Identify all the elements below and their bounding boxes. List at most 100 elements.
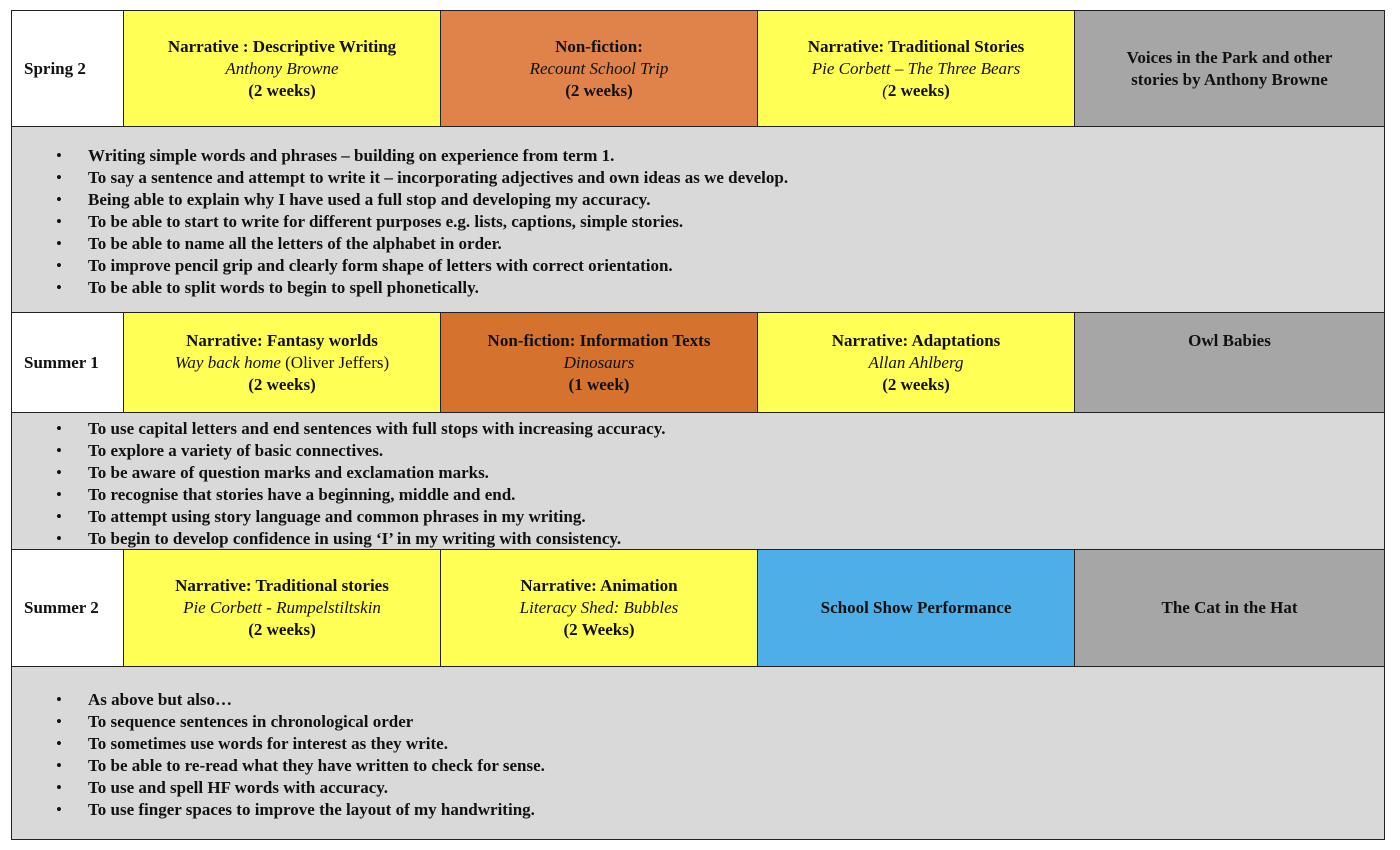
- unit-line: (2 weeks): [882, 374, 950, 396]
- unit-cell: School Show Performance: [758, 550, 1075, 666]
- unit-cell: Narrative: Adaptations Allan Ahlberg (2 we…: [758, 313, 1075, 412]
- unit-line: Narrative: Adaptations: [832, 330, 1001, 352]
- objective-item: To use capital letters and end sentences…: [56, 418, 1384, 440]
- unit-text: Narrative: Animation: [520, 576, 678, 595]
- objective-item: To be aware of question marks and exclam…: [56, 462, 1384, 484]
- unit-cell: Narrative : Descriptive Writing Anthony B…: [124, 11, 441, 126]
- unit-text: Non-fiction:: [555, 36, 643, 56]
- unit-cell: The Cat in the Hat: [1075, 550, 1384, 666]
- unit-line: (2 weeks): [565, 80, 633, 102]
- unit-cell: Owl Babies: [1075, 313, 1384, 412]
- term-row: Spring 2 Narrative : Descriptive Writing A…: [12, 11, 1384, 127]
- unit-line: Owl Babies: [1188, 330, 1271, 352]
- unit-line: Anthony Browne: [225, 58, 338, 80]
- unit-text: The Cat in the Hat: [1161, 598, 1298, 617]
- unit-text: Narrative : Descriptive Writing: [167, 36, 397, 56]
- unit-line: (2 weeks): [248, 374, 316, 396]
- unit-text: Allan Ahlberg: [868, 352, 964, 372]
- unit-line: Non-fiction:: [555, 36, 643, 58]
- unit-text: stories by Anthony Browne: [1131, 69, 1328, 89]
- unit-text: Anthony Browne: [225, 58, 339, 78]
- unit-text: (2 weeks): [565, 80, 633, 100]
- term-label: Spring 2: [12, 11, 124, 126]
- unit-line: Voices in the Park and other: [1127, 47, 1333, 69]
- unit-text: Pie Corbett - Rumpelstiltskin: [183, 598, 381, 617]
- unit-line: Narrative: Traditional stories: [175, 575, 389, 597]
- unit-line: Narrative: Fantasy worlds: [186, 330, 378, 352]
- unit-text: Literacy Shed: Bubbles: [519, 598, 679, 617]
- unit-text: Narrative: Traditional stories: [175, 576, 389, 595]
- objective-item: To attempt using story language and comm…: [56, 506, 1384, 528]
- unit-cell: Voices in the Park and other stories by A…: [1075, 11, 1384, 126]
- unit-text: School Show Performance: [820, 598, 1012, 617]
- unit-line: Narrative : Descriptive Writing: [168, 36, 396, 58]
- unit-text: Voices in the Park and other: [1126, 47, 1333, 67]
- unit-line: Narrative: Traditional Stories: [808, 36, 1025, 58]
- objective-item: To be able to name all the letters of th…: [56, 233, 1384, 255]
- curriculum-table: Spring 2 Narrative : Descriptive Writing A…: [11, 10, 1385, 840]
- term-row: Summer 2 Narrative: Traditional stories Pi…: [12, 550, 1384, 667]
- unit-cell: Narrative: Animation Literacy Shed: Bubbl…: [441, 550, 758, 666]
- unit-cell: Non-fiction: Recount School Trip (2 weeks): [441, 11, 758, 126]
- objectives-list: Writing simple words and phrases – build…: [12, 145, 1384, 299]
- term-label: Summer 1: [12, 313, 124, 412]
- objectives-list: To use capital letters and end sentences…: [12, 418, 1384, 550]
- unit-text: Owl Babies: [1188, 331, 1271, 350]
- term-label: Summer 2: [12, 550, 124, 666]
- objective-item: To recognise that stories have a beginni…: [56, 484, 1384, 506]
- unit-text: Pie Corbett – The Three Bears: [811, 58, 1021, 78]
- unit-cell: Narrative: Fantasy worlds Way back home (…: [124, 313, 441, 412]
- unit-line: The Cat in the Hat: [1162, 597, 1298, 619]
- unit-line: School Show Performance: [821, 597, 1012, 619]
- objective-item: To say a sentence and attempt to write i…: [56, 167, 1384, 189]
- unit-text: Narrative: Traditional Stories: [807, 36, 1025, 56]
- unit-text: (2 weeks): [248, 80, 316, 100]
- unit-text: (2 weeks): [248, 374, 316, 394]
- unit-line: Way back home (Oliver Jeffers): [175, 352, 389, 374]
- objective-item: As above but also…: [56, 689, 1384, 711]
- objective-item: To improve pencil grip and clearly form …: [56, 255, 1384, 277]
- unit-line: (1 week): [569, 374, 630, 396]
- unit-text: Way back home: [174, 352, 281, 372]
- unit-line: Non-fiction: Information Texts: [488, 330, 711, 352]
- unit-text: (1 week): [568, 374, 630, 394]
- objective-item: To use and spell HF words with accuracy.: [56, 777, 1384, 799]
- unit-line: Recount School Trip: [530, 58, 669, 80]
- unit-text: (2 Weeks): [563, 620, 635, 639]
- unit-line: (2 Weeks): [564, 619, 635, 641]
- unit-text: 2 weeks): [887, 80, 950, 100]
- unit-text: Recount School Trip: [529, 58, 669, 78]
- unit-line: Dinosaurs: [564, 352, 635, 374]
- unit-line: (2 weeks): [882, 80, 950, 102]
- objective-item: To sometimes use words for interest as t…: [56, 733, 1384, 755]
- unit-text: (Oliver Jeffers): [280, 352, 390, 372]
- objective-item: To be able to re-read what they have wri…: [56, 755, 1384, 777]
- unit-text: Narrative: Adaptations: [831, 330, 1001, 350]
- objective-item: To sequence sentences in chronological o…: [56, 711, 1384, 733]
- unit-line: Allan Ahlberg: [869, 352, 964, 374]
- objectives-list: As above but also…To sequence sentences …: [12, 689, 1384, 821]
- objective-item: To use finger spaces to improve the layo…: [56, 799, 1384, 821]
- unit-cell: Narrative: Traditional stories Pie Corbet…: [124, 550, 441, 666]
- unit-line: Literacy Shed: Bubbles: [520, 597, 679, 619]
- unit-line: (2 weeks): [248, 619, 316, 641]
- objective-item: To explore a variety of basic connective…: [56, 440, 1384, 462]
- unit-text: (2 weeks): [882, 374, 950, 394]
- unit-line: Pie Corbett – The Three Bears: [812, 58, 1021, 80]
- objectives-block: Writing simple words and phrases – build…: [12, 127, 1384, 313]
- objective-item: To be able to start to write for differe…: [56, 211, 1384, 233]
- objective-item: To be able to split words to begin to sp…: [56, 277, 1384, 299]
- unit-line: stories by Anthony Browne: [1131, 69, 1328, 91]
- unit-text: Non-fiction: Information Texts: [487, 330, 711, 350]
- unit-text: Dinosaurs: [563, 352, 635, 372]
- objectives-block: To use capital letters and end sentences…: [12, 413, 1384, 550]
- unit-line: Pie Corbett - Rumpelstiltskin: [183, 597, 381, 619]
- objective-item: Being able to explain why I have used a …: [56, 189, 1384, 211]
- objective-item: To begin to develop confidence in using …: [56, 528, 1384, 550]
- unit-line: (2 weeks): [248, 80, 316, 102]
- unit-text: (2 weeks): [248, 620, 316, 639]
- unit-line: Narrative: Animation: [520, 575, 677, 597]
- objectives-block: As above but also…To sequence sentences …: [12, 667, 1384, 839]
- unit-text: (: [882, 80, 888, 100]
- unit-cell: Non-fiction: Information Texts Dinosaurs(…: [441, 313, 758, 412]
